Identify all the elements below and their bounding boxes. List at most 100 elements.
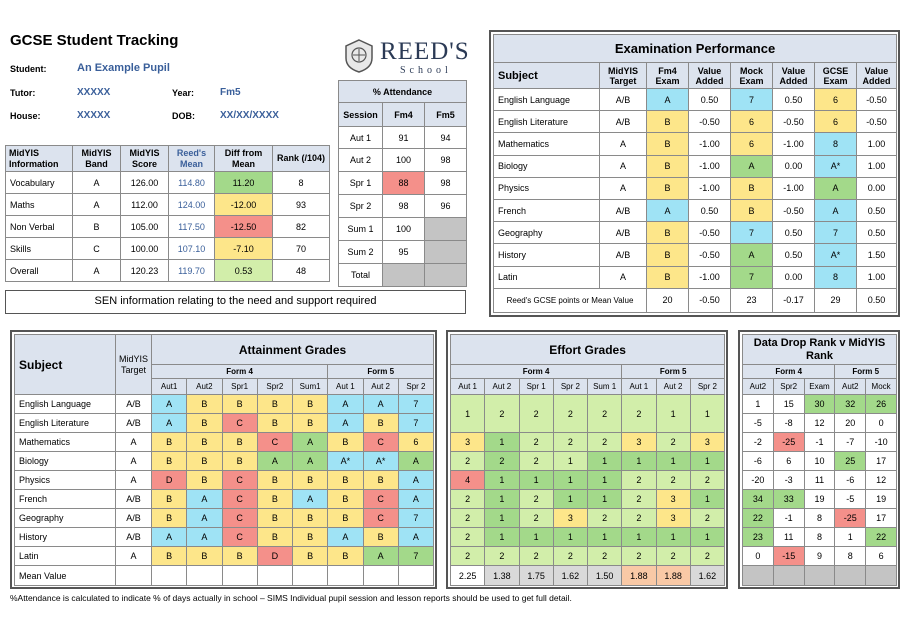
effort-cell: 1 <box>484 432 520 452</box>
attainment-table: Subject MidYIS Target Attainment Grades … <box>14 334 435 586</box>
effort-mean-cell: 1.62 <box>552 565 589 586</box>
exam-cell: 7 <box>814 221 857 245</box>
dob-value: XX/XX/XXXX <box>220 110 279 121</box>
rank-cell: 25 <box>834 451 867 471</box>
midyis-cell: 112.00 <box>120 193 169 216</box>
attendance-cell: Aut 2 <box>338 148 383 172</box>
attainment-row: Physics A D B C B B B B A <box>14 470 435 490</box>
exam-header-va2: Value Added <box>772 62 815 89</box>
attainment-mean-cell <box>256 565 294 586</box>
attainment-cell: A <box>362 546 399 566</box>
attainment-cell: B <box>327 489 364 509</box>
tutor-label: Tutor: <box>10 88 36 98</box>
exam-row: English Language A/B A 0.50 7 0.50 6 -0.50 <box>493 87 898 112</box>
attainment-cell: B <box>150 546 188 566</box>
attendance-row: Aut 2 100 98 <box>338 148 467 172</box>
effort-mean-cell: 2.25 <box>449 565 486 586</box>
attendance-cell: 88 <box>382 171 425 195</box>
rank-cell: 17 <box>865 508 898 528</box>
exam-cell: -1.00 <box>688 176 731 200</box>
exam-header-subject: Subject <box>493 62 600 89</box>
attainment-subject-cell: English Language <box>14 394 116 414</box>
effort-cell: 1 <box>484 508 520 528</box>
effort-cell: 2 <box>689 470 726 490</box>
effort-cell: 2 <box>484 394 520 433</box>
effort-col-header: Spr 1 <box>518 378 554 395</box>
exam-cell: A <box>646 198 689 223</box>
rank-cell: 22 <box>865 527 898 547</box>
rank-row: 0 -15 9 8 6 <box>742 546 898 566</box>
attainment-subject-cell: English Literature <box>14 413 116 433</box>
effort-cell: 2 <box>586 508 623 528</box>
attendance-cell: 95 <box>382 240 425 264</box>
attainment-subject-cell: Mathematics <box>14 432 116 452</box>
exam-subject-cell: History <box>493 243 600 267</box>
rank-cell: 17 <box>865 451 898 471</box>
exam-footer-cell: 0.50 <box>855 287 898 313</box>
attendance-header-fm4: Fm4 <box>382 102 425 127</box>
rank-row: 34 33 19 -5 19 <box>742 489 898 509</box>
midyis-cell: 70 <box>272 237 330 260</box>
exam-row: French A/B A 0.50 B -0.50 A 0.50 <box>493 198 898 223</box>
midyis-row: Vocabulary A 126.00 114.80 11.20 8 <box>5 171 330 194</box>
attainment-cell: B <box>221 432 258 452</box>
rank-cell: -1 <box>772 508 805 528</box>
midyis-header-score: MidYIS Score <box>120 145 169 172</box>
attainment-cell: B <box>221 394 258 414</box>
attainment-row: Geography A/B B A C B B B C 7 <box>14 508 435 528</box>
effort-mean-cell: 1.62 <box>689 565 726 586</box>
effort-cell: 2 <box>449 451 486 471</box>
midyis-cell: 0.53 <box>214 259 273 282</box>
effort-col-header: Aut 1 <box>621 378 657 395</box>
effort-cell: 2 <box>621 508 657 528</box>
exam-footer-cell: 29 <box>814 287 857 313</box>
rank-title: Data Drop Rank v MidYIS Rank <box>741 334 898 365</box>
attendance-cell <box>424 217 467 241</box>
midyis-header-mean: Reed's Mean <box>168 145 215 172</box>
attainment-target-cell: A/B <box>115 489 152 509</box>
attainment-subject-header: Subject <box>14 334 116 395</box>
attainment-cell: A* <box>327 451 364 471</box>
attendance-cell: 98 <box>382 194 425 218</box>
attainment-col-header: Aut2 <box>186 378 223 395</box>
effort-cell: 2 <box>621 394 657 433</box>
effort-cell: 2 <box>655 470 691 490</box>
rank-cell: 9 <box>803 546 836 566</box>
exam-cell: A <box>599 176 647 200</box>
exam-row: Biology A B -1.00 A 0.00 A* 1.00 <box>493 154 898 178</box>
attendance-cell: 98 <box>424 171 467 195</box>
exam-cell: -1.00 <box>688 132 731 156</box>
rank-mean-cell <box>834 565 867 586</box>
effort-cell: 2 <box>484 451 520 471</box>
midyis-header-info: MidYIS Information <box>5 145 73 172</box>
attainment-target-cell: A <box>115 470 152 490</box>
effort-cell: 3 <box>689 432 726 452</box>
attainment-cell: B <box>291 546 329 566</box>
effort-cell: 2 <box>518 508 554 528</box>
attendance-cell: 100 <box>382 217 425 241</box>
rank-cell: 19 <box>865 489 898 509</box>
attainment-cell: A <box>291 432 329 452</box>
midyis-cell: Non Verbal <box>5 215 73 238</box>
exam-cell: 0.50 <box>688 87 731 112</box>
attainment-cell: A <box>397 470 435 490</box>
attainment-cell: 7 <box>397 394 435 414</box>
effort-cell: 2 <box>655 546 691 566</box>
logo-subtext: School <box>400 65 452 76</box>
rank-col-header: Aut2 <box>742 378 774 395</box>
exam-footer-row: Reed's GCSE points or Mean Value 20 -0.5… <box>493 287 898 313</box>
rank-cell: 22 <box>742 508 774 528</box>
exam-header-gcse: GCSE Exam <box>814 62 857 89</box>
attainment-cell: B <box>150 489 188 509</box>
attainment-subject-cell: Geography <box>14 508 116 528</box>
effort-table: Effort Grades Form 4 Form 5 Aut 1 Aut 2 Sp… <box>449 334 726 586</box>
midyis-cell: -7.10 <box>214 237 273 260</box>
exam-cell: 6 <box>814 110 857 134</box>
attainment-row: Biology A B B B A A A* A* A <box>14 451 435 471</box>
attainment-col-header: Spr1 <box>221 378 258 395</box>
exam-subject-cell: Geography <box>493 221 600 245</box>
exam-cell: 7 <box>730 265 773 289</box>
page-title: GCSE Student Tracking <box>10 32 179 49</box>
effort-cell: 2 <box>484 546 520 566</box>
school-logo: REED'S School <box>342 36 469 78</box>
